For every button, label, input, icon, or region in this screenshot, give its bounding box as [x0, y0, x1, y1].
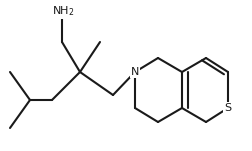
Text: S: S	[225, 103, 232, 113]
Text: N: N	[131, 67, 139, 77]
Text: NH$_2$: NH$_2$	[52, 4, 75, 18]
